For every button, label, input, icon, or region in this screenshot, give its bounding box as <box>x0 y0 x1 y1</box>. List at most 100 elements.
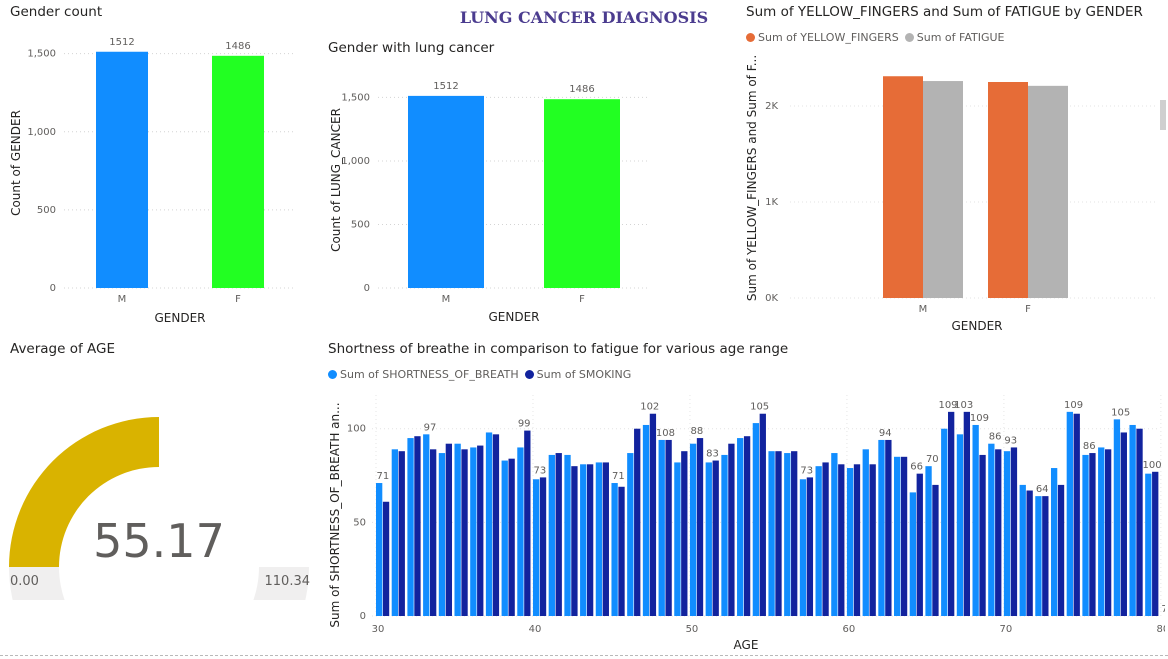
bar-age-54-shortness[interactable] <box>753 423 759 616</box>
bar-age-56-shortness[interactable] <box>784 453 790 616</box>
bar-age-67-smoking[interactable] <box>964 412 970 616</box>
bar-age-57-smoking[interactable] <box>807 477 813 616</box>
bar-age-71-smoking[interactable] <box>1026 491 1032 616</box>
bar-age-52-smoking[interactable] <box>728 444 734 616</box>
bar-age-32-shortness[interactable] <box>407 438 413 616</box>
bar-age-36-shortness[interactable] <box>470 447 476 616</box>
bar-m-yellow-fingers[interactable] <box>883 76 923 298</box>
bar-age-51-shortness[interactable] <box>706 462 712 616</box>
bar-age-62-smoking[interactable] <box>885 440 891 616</box>
breath-smoking-chart[interactable]: 0501003040506070807197997371102108888310… <box>320 385 1165 655</box>
bar-age-37-smoking[interactable] <box>493 434 499 616</box>
bar-age-44-smoking[interactable] <box>603 462 609 616</box>
bar-age-74-smoking[interactable] <box>1074 414 1080 616</box>
bar-age-79-shortness[interactable] <box>1145 474 1151 616</box>
bar-age-50-smoking[interactable] <box>697 438 703 616</box>
bar-f[interactable] <box>544 99 620 288</box>
bar-age-36-smoking[interactable] <box>477 446 483 616</box>
bar-m[interactable] <box>408 96 484 288</box>
bar-age-33-smoking[interactable] <box>430 449 436 616</box>
gender-lung-cancer-chart[interactable]: 0 500 1,000 1,500 1512 M 1486 F GENDER Count of L… <box>320 62 650 332</box>
bar-age-47-smoking[interactable] <box>650 414 656 616</box>
bar-age-64-smoking[interactable] <box>917 474 923 616</box>
bar-age-72-smoking[interactable] <box>1042 496 1048 616</box>
bar-age-48-smoking[interactable] <box>665 440 671 616</box>
bar-age-46-smoking[interactable] <box>634 429 640 616</box>
bar-age-45-shortness[interactable] <box>611 483 617 616</box>
bar-age-40-smoking[interactable] <box>540 477 546 616</box>
gender-count-chart[interactable]: 0 500 1,000 1,500 1512 M 1486 F GENDER Count of G… <box>0 28 300 333</box>
bar-age-65-smoking[interactable] <box>932 485 938 616</box>
bar-age-61-smoking[interactable] <box>870 464 876 616</box>
bar-age-59-smoking[interactable] <box>838 464 844 616</box>
bar-age-31-smoking[interactable] <box>399 451 405 616</box>
bar-age-45-smoking[interactable] <box>618 487 624 616</box>
bar-age-66-shortness[interactable] <box>941 429 947 616</box>
bar-age-65-shortness[interactable] <box>925 466 931 616</box>
bar-age-63-shortness[interactable] <box>894 457 900 616</box>
bar-age-41-smoking[interactable] <box>556 453 562 616</box>
bar-age-55-shortness[interactable] <box>768 451 774 616</box>
bar-age-64-shortness[interactable] <box>910 492 916 616</box>
bar-age-78-smoking[interactable] <box>1136 429 1142 616</box>
bar-m-fatigue[interactable] <box>923 81 963 298</box>
bar-age-54-smoking[interactable] <box>760 414 766 616</box>
bar-age-42-shortness[interactable] <box>564 455 570 616</box>
bar-age-44-shortness[interactable] <box>596 462 602 616</box>
legend-item-shortness[interactable]: Sum of SHORTNESS_OF_BREATH <box>328 368 519 381</box>
bar-age-76-shortness[interactable] <box>1098 447 1104 616</box>
bar-age-51-smoking[interactable] <box>713 461 719 616</box>
bar-age-63-smoking[interactable] <box>901 457 907 616</box>
legend-item-yellow-fingers[interactable]: Sum of YELLOW_FINGERS <box>746 31 899 44</box>
bar-f-fatigue[interactable] <box>1028 86 1068 298</box>
bar-f-yellow-fingers[interactable] <box>988 82 1028 298</box>
bar-age-68-smoking[interactable] <box>979 455 985 616</box>
bar-age-50-shortness[interactable] <box>690 444 696 616</box>
bar-age-75-smoking[interactable] <box>1089 453 1095 616</box>
bar-age-60-smoking[interactable] <box>854 464 860 616</box>
bar-age-69-smoking[interactable] <box>995 449 1001 616</box>
legend-item-smoking[interactable]: Sum of SMOKING <box>525 368 632 381</box>
bar-age-70-shortness[interactable] <box>1004 451 1010 616</box>
bar-age-35-smoking[interactable] <box>461 449 467 616</box>
legend-item-fatigue[interactable]: Sum of FATIGUE <box>905 31 1005 44</box>
bar-age-71-shortness[interactable] <box>1020 485 1026 616</box>
bar-age-52-shortness[interactable] <box>721 455 727 616</box>
bar-age-55-smoking[interactable] <box>775 451 781 616</box>
bar-age-40-shortness[interactable] <box>533 479 539 616</box>
bar-age-32-smoking[interactable] <box>414 436 420 616</box>
bar-age-37-shortness[interactable] <box>486 432 492 616</box>
bar-m[interactable] <box>96 52 148 288</box>
bar-age-62-shortness[interactable] <box>878 440 884 616</box>
bar-age-76-smoking[interactable] <box>1105 449 1111 616</box>
bar-age-56-smoking[interactable] <box>791 451 797 616</box>
bar-age-57-shortness[interactable] <box>800 479 806 616</box>
bar-age-49-smoking[interactable] <box>681 451 687 616</box>
bar-age-79-smoking[interactable] <box>1152 472 1158 616</box>
bar-age-78-shortness[interactable] <box>1129 425 1135 616</box>
bar-age-31-shortness[interactable] <box>392 449 398 616</box>
bar-age-68-shortness[interactable] <box>972 425 978 616</box>
bar-age-77-shortness[interactable] <box>1114 419 1120 616</box>
bar-age-39-shortness[interactable] <box>517 447 523 616</box>
bar-age-59-shortness[interactable] <box>831 453 837 616</box>
bar-age-42-smoking[interactable] <box>571 466 577 616</box>
bar-age-34-smoking[interactable] <box>446 444 452 616</box>
bar-age-43-shortness[interactable] <box>580 464 586 616</box>
scroll-indicator[interactable] <box>1160 100 1166 130</box>
bar-age-69-shortness[interactable] <box>988 444 994 616</box>
bar-age-41-shortness[interactable] <box>549 455 555 616</box>
bar-age-47-shortness[interactable] <box>643 425 649 616</box>
bar-age-74-shortness[interactable] <box>1067 412 1073 616</box>
bar-age-75-shortness[interactable] <box>1082 455 1088 616</box>
bar-age-38-shortness[interactable] <box>502 461 508 616</box>
bar-age-49-shortness[interactable] <box>674 462 680 616</box>
bar-age-35-shortness[interactable] <box>454 444 460 616</box>
bar-age-53-smoking[interactable] <box>744 436 750 616</box>
bar-age-46-shortness[interactable] <box>627 453 633 616</box>
bar-age-34-shortness[interactable] <box>439 453 445 616</box>
yellow-fatigue-chart[interactable]: 0K 1K 2K M F GENDER Sum of YELLOW_FINGERS and … <box>740 50 1160 340</box>
bar-age-58-smoking[interactable] <box>822 462 828 616</box>
bar-age-53-shortness[interactable] <box>737 438 743 616</box>
bar-age-60-shortness[interactable] <box>847 468 853 616</box>
